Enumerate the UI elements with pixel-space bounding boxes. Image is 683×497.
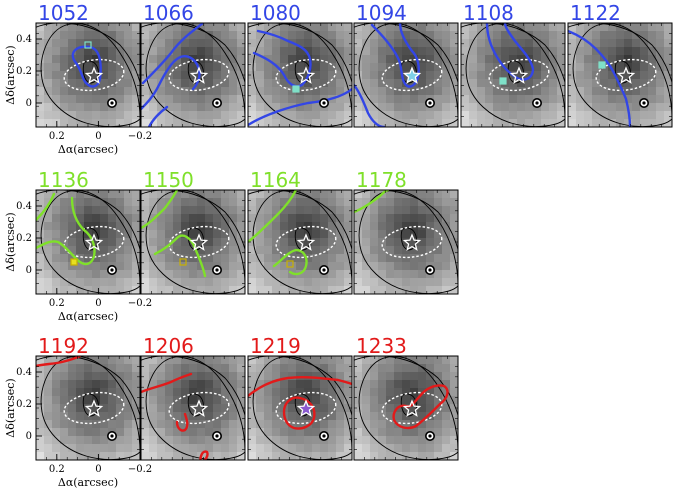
- velocity-label: 1192: [38, 334, 89, 358]
- x-tick-label: 0.2: [49, 464, 65, 475]
- velocity-label: 1122: [570, 1, 621, 25]
- x-tick-label: 0: [95, 298, 101, 309]
- velocity-label: 1178: [356, 168, 407, 192]
- marker-square: [286, 260, 294, 268]
- star-marker: [84, 233, 104, 251]
- contour-1219: [248, 375, 352, 430]
- star-marker: [296, 399, 316, 417]
- velocity-label: 1052: [38, 1, 89, 25]
- contour-1178: [354, 190, 390, 214]
- velocity-label: 1150: [143, 168, 194, 192]
- x-tick-label: 0.2: [49, 131, 65, 142]
- y-tick-label: 0.2: [16, 233, 32, 244]
- star-marker: [296, 66, 316, 84]
- x-axis-label: Δα(arcsec): [58, 476, 118, 489]
- contour-1052: [71, 45, 102, 88]
- marker-square: [598, 61, 606, 69]
- marker-square: [292, 85, 300, 93]
- contour-1192: [36, 356, 82, 368]
- y-axis-label: Δδ(arcsec): [4, 45, 17, 104]
- star-marker: [402, 399, 422, 417]
- channel-panel-1150: 1150: [140, 168, 246, 295]
- y-tick-label: 0.4: [16, 367, 32, 378]
- contour-1150: [141, 190, 207, 278]
- contour-1122: [568, 29, 632, 127]
- star-marker: [189, 399, 209, 417]
- marker-square: [499, 77, 507, 85]
- x-tick-label: −0.2: [128, 464, 152, 475]
- star-marker: [296, 233, 316, 251]
- velocity-label: 1136: [38, 168, 89, 192]
- channel-panel-1094: 1094: [353, 1, 459, 128]
- y-tick-label: 0.4: [16, 34, 32, 45]
- contour-1136: [36, 192, 96, 266]
- star-marker: [616, 66, 636, 84]
- y-tick-label: 0: [26, 265, 32, 276]
- channel-panel-1206: 1206: [140, 334, 246, 461]
- y-tick-label: 0.4: [16, 201, 32, 212]
- x-axis-label: Δα(arcsec): [58, 143, 118, 156]
- star-marker: [509, 66, 529, 84]
- star-marker: [402, 66, 422, 84]
- channel-panel-1164: 1164: [247, 168, 353, 295]
- x-axis-label: Δα(arcsec): [58, 310, 118, 323]
- star-marker: [84, 66, 104, 84]
- channel-panel-1066: 1066: [140, 1, 246, 128]
- y-axis-label: Δδ(arcsec): [4, 378, 17, 437]
- x-tick-label: −0.2: [128, 131, 152, 142]
- marker-square: [179, 258, 187, 266]
- marker-square: [70, 258, 78, 266]
- star-marker: [84, 399, 104, 417]
- y-axis-label: Δδ(arcsec): [4, 212, 17, 271]
- channel-panel-1108: 1108: [460, 1, 566, 128]
- contour-1066: [141, 23, 205, 127]
- y-tick-label: 0.2: [16, 399, 32, 410]
- channel-panel-1122: 1122: [567, 1, 673, 128]
- channel-panel-1178: 1178: [353, 168, 459, 295]
- star-marker: [189, 66, 209, 84]
- y-tick-label: 0.2: [16, 66, 32, 77]
- velocity-label: 1206: [143, 334, 194, 358]
- star-marker: [402, 233, 422, 251]
- x-tick-label: 0: [95, 464, 101, 475]
- velocity-label: 1164: [250, 168, 301, 192]
- channel-panel-1233: 1233: [353, 334, 459, 461]
- contour-1094: [354, 23, 420, 127]
- x-tick-label: 0: [95, 131, 101, 142]
- velocity-label: 1066: [143, 1, 194, 25]
- marker-square: [84, 41, 92, 49]
- contour-1206: [141, 372, 209, 460]
- velocity-label: 1094: [356, 1, 407, 25]
- velocity-label: 1108: [463, 1, 514, 25]
- x-tick-label: −0.2: [128, 298, 152, 309]
- channel-panel-1219: 1219: [247, 334, 353, 461]
- velocity-label: 1080: [250, 1, 301, 25]
- y-tick-label: 0: [26, 98, 32, 109]
- contour-1108: [485, 23, 535, 81]
- velocity-label: 1233: [356, 334, 407, 358]
- channel-panel-1080: 1080: [247, 1, 353, 128]
- velocity-label: 1219: [250, 334, 301, 358]
- star-marker: [189, 233, 209, 251]
- y-tick-label: 0: [26, 431, 32, 442]
- contour-1164: [248, 190, 308, 276]
- x-tick-label: 0.2: [49, 298, 65, 309]
